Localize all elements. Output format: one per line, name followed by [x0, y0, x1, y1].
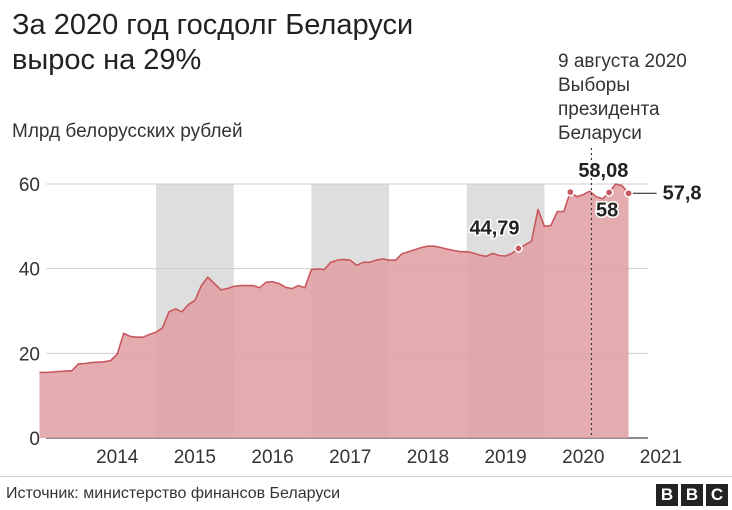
bbc-logo-letter: B: [681, 484, 703, 506]
chart-title: За 2020 год госдолг Беларуси вырос на 29…: [12, 9, 414, 76]
x-tick-label: 2020: [562, 447, 604, 468]
data-label: 58: [596, 199, 618, 221]
footer-divider: [0, 476, 732, 477]
data-label: 44,79: [470, 217, 520, 239]
debt-line: [39, 183, 630, 374]
x-tick-label: 2019: [484, 447, 526, 468]
data-label-marker: [604, 188, 614, 197]
election-annotation: 9 августа 2020 Выборы президента Беларус…: [558, 51, 687, 144]
debt-area: [39, 184, 629, 438]
y-tick-label: 20: [19, 344, 40, 365]
source-note: Источник: министерство финансов Беларуси: [6, 485, 341, 502]
x-tick-label: 2021: [640, 447, 682, 468]
data-label: 57,8: [663, 182, 702, 204]
bbc-logo-letter: B: [656, 484, 678, 506]
y-tick-label: 60: [19, 175, 40, 196]
unit-label: Млрд белорусских рублей: [12, 121, 243, 142]
x-tick-label: 2016: [251, 447, 293, 468]
x-tick-label: 2014: [96, 447, 139, 468]
data-label-marker: [624, 188, 633, 198]
data-label-marker: [514, 244, 523, 253]
y-tick-label: 40: [19, 260, 40, 281]
bbc-logo: B B C: [656, 484, 728, 506]
bbc-logo-letter: C: [706, 484, 728, 506]
y-tick-label: 0: [29, 429, 40, 450]
x-tick-label: 2015: [174, 447, 216, 468]
x-tick-label: 2018: [407, 447, 449, 468]
data-label-marker: [565, 187, 575, 197]
data-label: 58,08: [578, 160, 628, 182]
x-tick-label: 2017: [329, 447, 371, 468]
